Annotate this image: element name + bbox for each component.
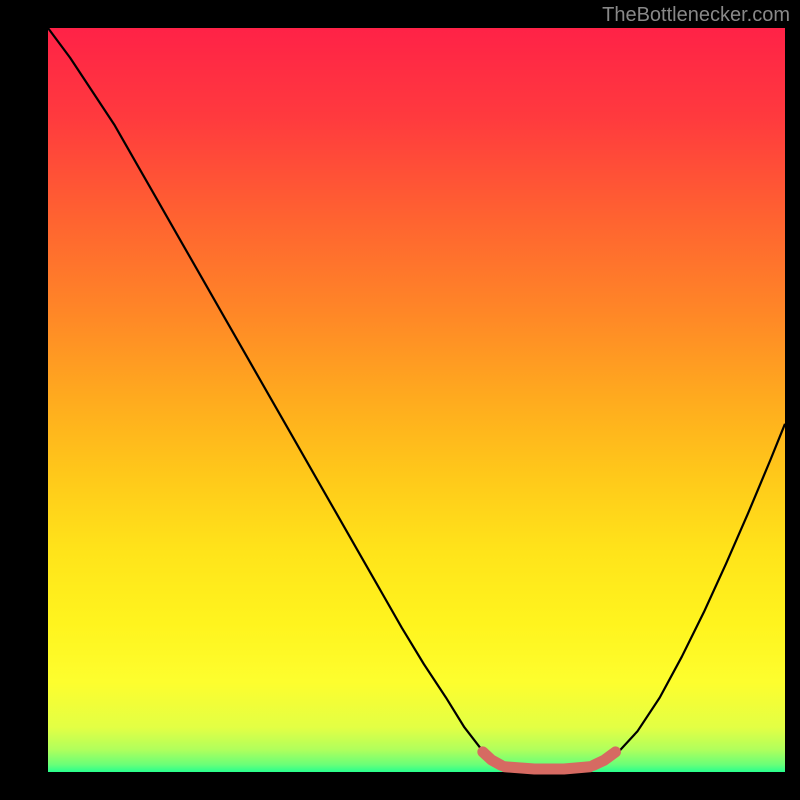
highlight-segment-1 xyxy=(505,767,590,769)
bottleneck-chart xyxy=(0,0,800,800)
watermark-text: TheBottlenecker.com xyxy=(602,4,790,27)
chart-container: TheBottlenecker.com xyxy=(0,0,800,800)
